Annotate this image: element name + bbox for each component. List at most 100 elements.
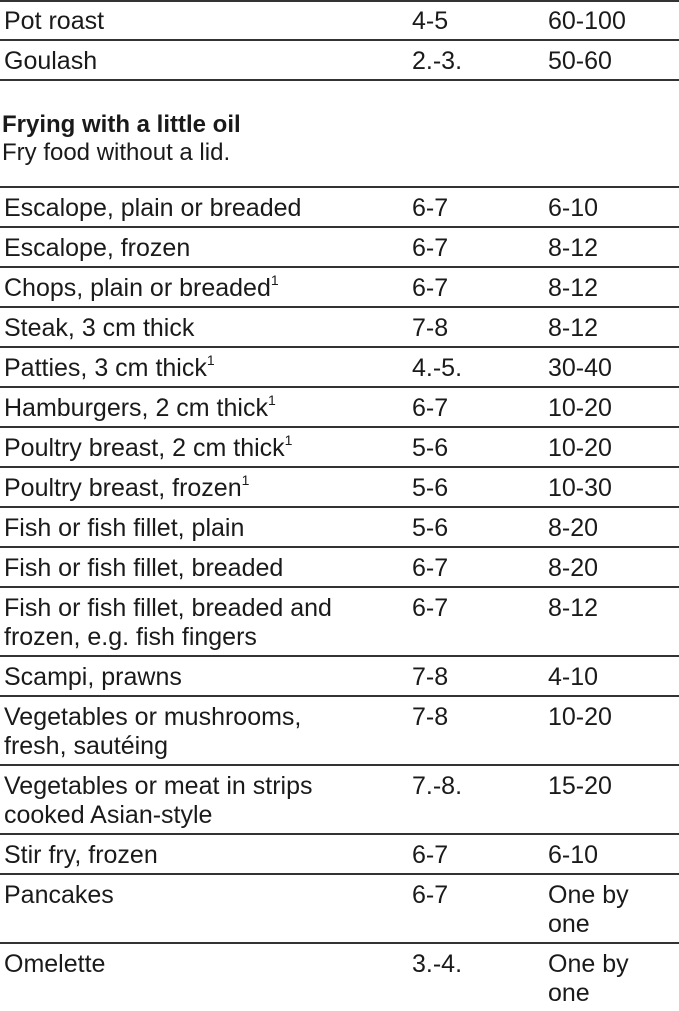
heat-level-cell: 6-7 bbox=[406, 387, 542, 428]
section-title: Frying with a little oil bbox=[2, 111, 241, 138]
food-cell: Fish or fish fillet, breaded bbox=[0, 547, 406, 588]
heat-level-cell: 5-6 bbox=[406, 467, 542, 508]
food-name: Pot roast bbox=[4, 7, 105, 35]
food-name: Hamburgers, 2 cm thick bbox=[4, 394, 268, 422]
heat-level-cell: 6-7 bbox=[406, 547, 542, 588]
food-name: Fish or fish fillet, breaded and frozen,… bbox=[4, 594, 332, 651]
heat-level-cell: 3.-4. bbox=[412, 950, 463, 978]
table-row: Vegetables or meat in strips cooked Asia… bbox=[0, 765, 679, 835]
cooking-time-cell: 8-12 bbox=[542, 587, 679, 657]
food-cell: Pancakes bbox=[0, 874, 406, 944]
cooking-time-cell: 30-40 bbox=[542, 347, 679, 388]
footnote-marker: 1 bbox=[284, 431, 293, 448]
table-row: Pancakes 6-7 One by one bbox=[0, 874, 679, 944]
section-subtitle: Fry food without a lid. bbox=[2, 139, 231, 166]
food-cell: Poultry breast, 2 cm thick1 bbox=[0, 427, 406, 468]
food-name: Fish or fish fillet, plain bbox=[4, 514, 245, 542]
heat-level-cell: 7-8 bbox=[406, 696, 542, 766]
cooking-time-cell: One by one bbox=[548, 950, 629, 1007]
table-row: Poultry breast, frozen1 5-6 10-30 bbox=[0, 467, 679, 508]
table-row: Escalope, plain or breaded 6-7 6-10 bbox=[0, 186, 679, 228]
food-cell: Vegetables or mushrooms, fresh, sautéing bbox=[0, 696, 406, 766]
table-row: Vegetables or mushrooms, fresh, sautéing… bbox=[0, 696, 679, 766]
food-cell: Patties, 3 cm thick1 bbox=[0, 347, 406, 388]
food-cell: Escalope, plain or breaded bbox=[0, 186, 406, 228]
cooking-time-cell: 8-12 bbox=[542, 227, 679, 268]
heat-level-cell: 4-5 bbox=[406, 0, 542, 41]
heat-level-cell: 6-7 bbox=[406, 227, 542, 268]
food-cell: Vegetables or meat in strips cooked Asia… bbox=[0, 765, 406, 835]
heat-level-cell: 7-8 bbox=[406, 656, 542, 697]
table-row: Hamburgers, 2 cm thick1 6-7 10-20 bbox=[0, 387, 679, 428]
table-row: Steak, 3 cm thick 7-8 8-12 bbox=[0, 307, 679, 348]
heat-level-cell: 7.-8. bbox=[406, 765, 542, 835]
frying-table: Escalope, plain or breaded 6-7 6-10 Escalop… bbox=[0, 186, 679, 1011]
cooking-time-cell: 8-20 bbox=[542, 507, 679, 548]
heat-level-cell: 2.-3. bbox=[406, 40, 542, 81]
food-name: Escalope, plain or breaded bbox=[4, 194, 302, 222]
food-cell: Scampi, prawns bbox=[0, 656, 406, 697]
food-name: Goulash bbox=[4, 47, 98, 75]
food-name: Scampi, prawns bbox=[4, 663, 182, 691]
cooking-time-cell: 8-12 bbox=[542, 307, 679, 348]
table-row: Pot roast 4-5 60-100 bbox=[0, 0, 679, 41]
cooking-time-cell: 10-20 bbox=[542, 427, 679, 468]
heat-level-cell: 5-6 bbox=[406, 427, 542, 468]
food-cell: Escalope, frozen bbox=[0, 227, 406, 268]
food-cell: Steak, 3 cm thick bbox=[0, 307, 406, 348]
cooking-time-cell: 15-20 bbox=[542, 765, 679, 835]
footnote-marker: 1 bbox=[267, 391, 276, 408]
cooking-time-cell: 10-20 bbox=[542, 387, 679, 428]
cooking-time-cell: 4-10 bbox=[542, 656, 679, 697]
food-name: Poultry breast, 2 cm thick bbox=[4, 434, 285, 462]
table-row: Omelette 3.-4. One by one bbox=[0, 943, 679, 1011]
top-cooking-table: Pot roast 4-5 60-100 Goulash 2.-3. 50-60 bbox=[0, 0, 679, 81]
cooking-time-cell: 8-20 bbox=[542, 547, 679, 588]
heat-level-cell: 7-8 bbox=[406, 307, 542, 348]
table-row: Fish or fish fillet, plain 5-6 8-20 bbox=[0, 507, 679, 548]
cooking-time-cell: One by one bbox=[542, 874, 679, 944]
table-row: Chops, plain or breaded1 6-7 8-12 bbox=[0, 267, 679, 308]
food-name: Fish or fish fillet, breaded bbox=[4, 554, 284, 582]
cooking-time-cell: 50-60 bbox=[542, 40, 679, 81]
table-row: Fish or fish fillet, breaded 6-7 8-20 bbox=[0, 547, 679, 588]
food-cell: Fish or fish fillet, breaded and frozen,… bbox=[0, 587, 406, 657]
heat-level-cell: 6-7 bbox=[406, 874, 542, 944]
heat-level-cell: 4.-5. bbox=[406, 347, 542, 388]
food-name: Patties, 3 cm thick bbox=[4, 354, 207, 382]
table-row: Stir fry, frozen 6-7 6-10 bbox=[0, 834, 679, 875]
food-name: Pancakes bbox=[4, 881, 114, 909]
table-row: Fish or fish fillet, breaded and frozen,… bbox=[0, 587, 679, 657]
heat-level-cell: 6-7 bbox=[406, 587, 542, 657]
food-name: Stir fry, frozen bbox=[4, 841, 158, 869]
table-row: Scampi, prawns 7-8 4-10 bbox=[0, 656, 679, 697]
footnote-marker: 1 bbox=[270, 271, 279, 288]
cooking-time-cell: 6-10 bbox=[542, 834, 679, 875]
frying-section-header: Frying with a little oil Fry food withou… bbox=[0, 81, 679, 186]
cooking-time-cell: 10-30 bbox=[542, 467, 679, 508]
heat-level-cell: 5-6 bbox=[406, 507, 542, 548]
food-cell: Fish or fish fillet, plain bbox=[0, 507, 406, 548]
footnote-marker: 1 bbox=[241, 471, 250, 488]
food-cell: Stir fry, frozen bbox=[0, 834, 406, 875]
table-row: Goulash 2.-3. 50-60 bbox=[0, 40, 679, 81]
food-name: Steak, 3 cm thick bbox=[4, 314, 195, 342]
cooking-time-cell: 6-10 bbox=[542, 186, 679, 228]
food-cell: Omelette bbox=[0, 943, 406, 1011]
footnote-marker: 1 bbox=[206, 351, 215, 368]
heat-level-cell: 6-7 bbox=[406, 267, 542, 308]
food-cell: Goulash bbox=[0, 40, 406, 81]
frying-table-body: Escalope, plain or breaded 6-7 6-10 Escalop… bbox=[0, 186, 679, 1011]
food-cell: Chops, plain or breaded1 bbox=[0, 267, 406, 308]
table-row: Poultry breast, 2 cm thick1 5-6 10-20 bbox=[0, 427, 679, 468]
food-cell: Pot roast bbox=[0, 0, 406, 41]
cooking-time-cell: 60-100 bbox=[542, 0, 679, 41]
food-name: Vegetables or mushrooms, fresh, sautéing bbox=[4, 703, 302, 760]
cooking-time-cell: 10-20 bbox=[542, 696, 679, 766]
cooking-time-cell: 8-12 bbox=[542, 267, 679, 308]
top-table-body: Pot roast 4-5 60-100 Goulash 2.-3. 50-60 bbox=[0, 0, 679, 81]
table-row: Patties, 3 cm thick1 4.-5. 30-40 bbox=[0, 347, 679, 388]
food-cell: Poultry breast, frozen1 bbox=[0, 467, 406, 508]
food-name: Poultry breast, frozen bbox=[4, 474, 242, 502]
